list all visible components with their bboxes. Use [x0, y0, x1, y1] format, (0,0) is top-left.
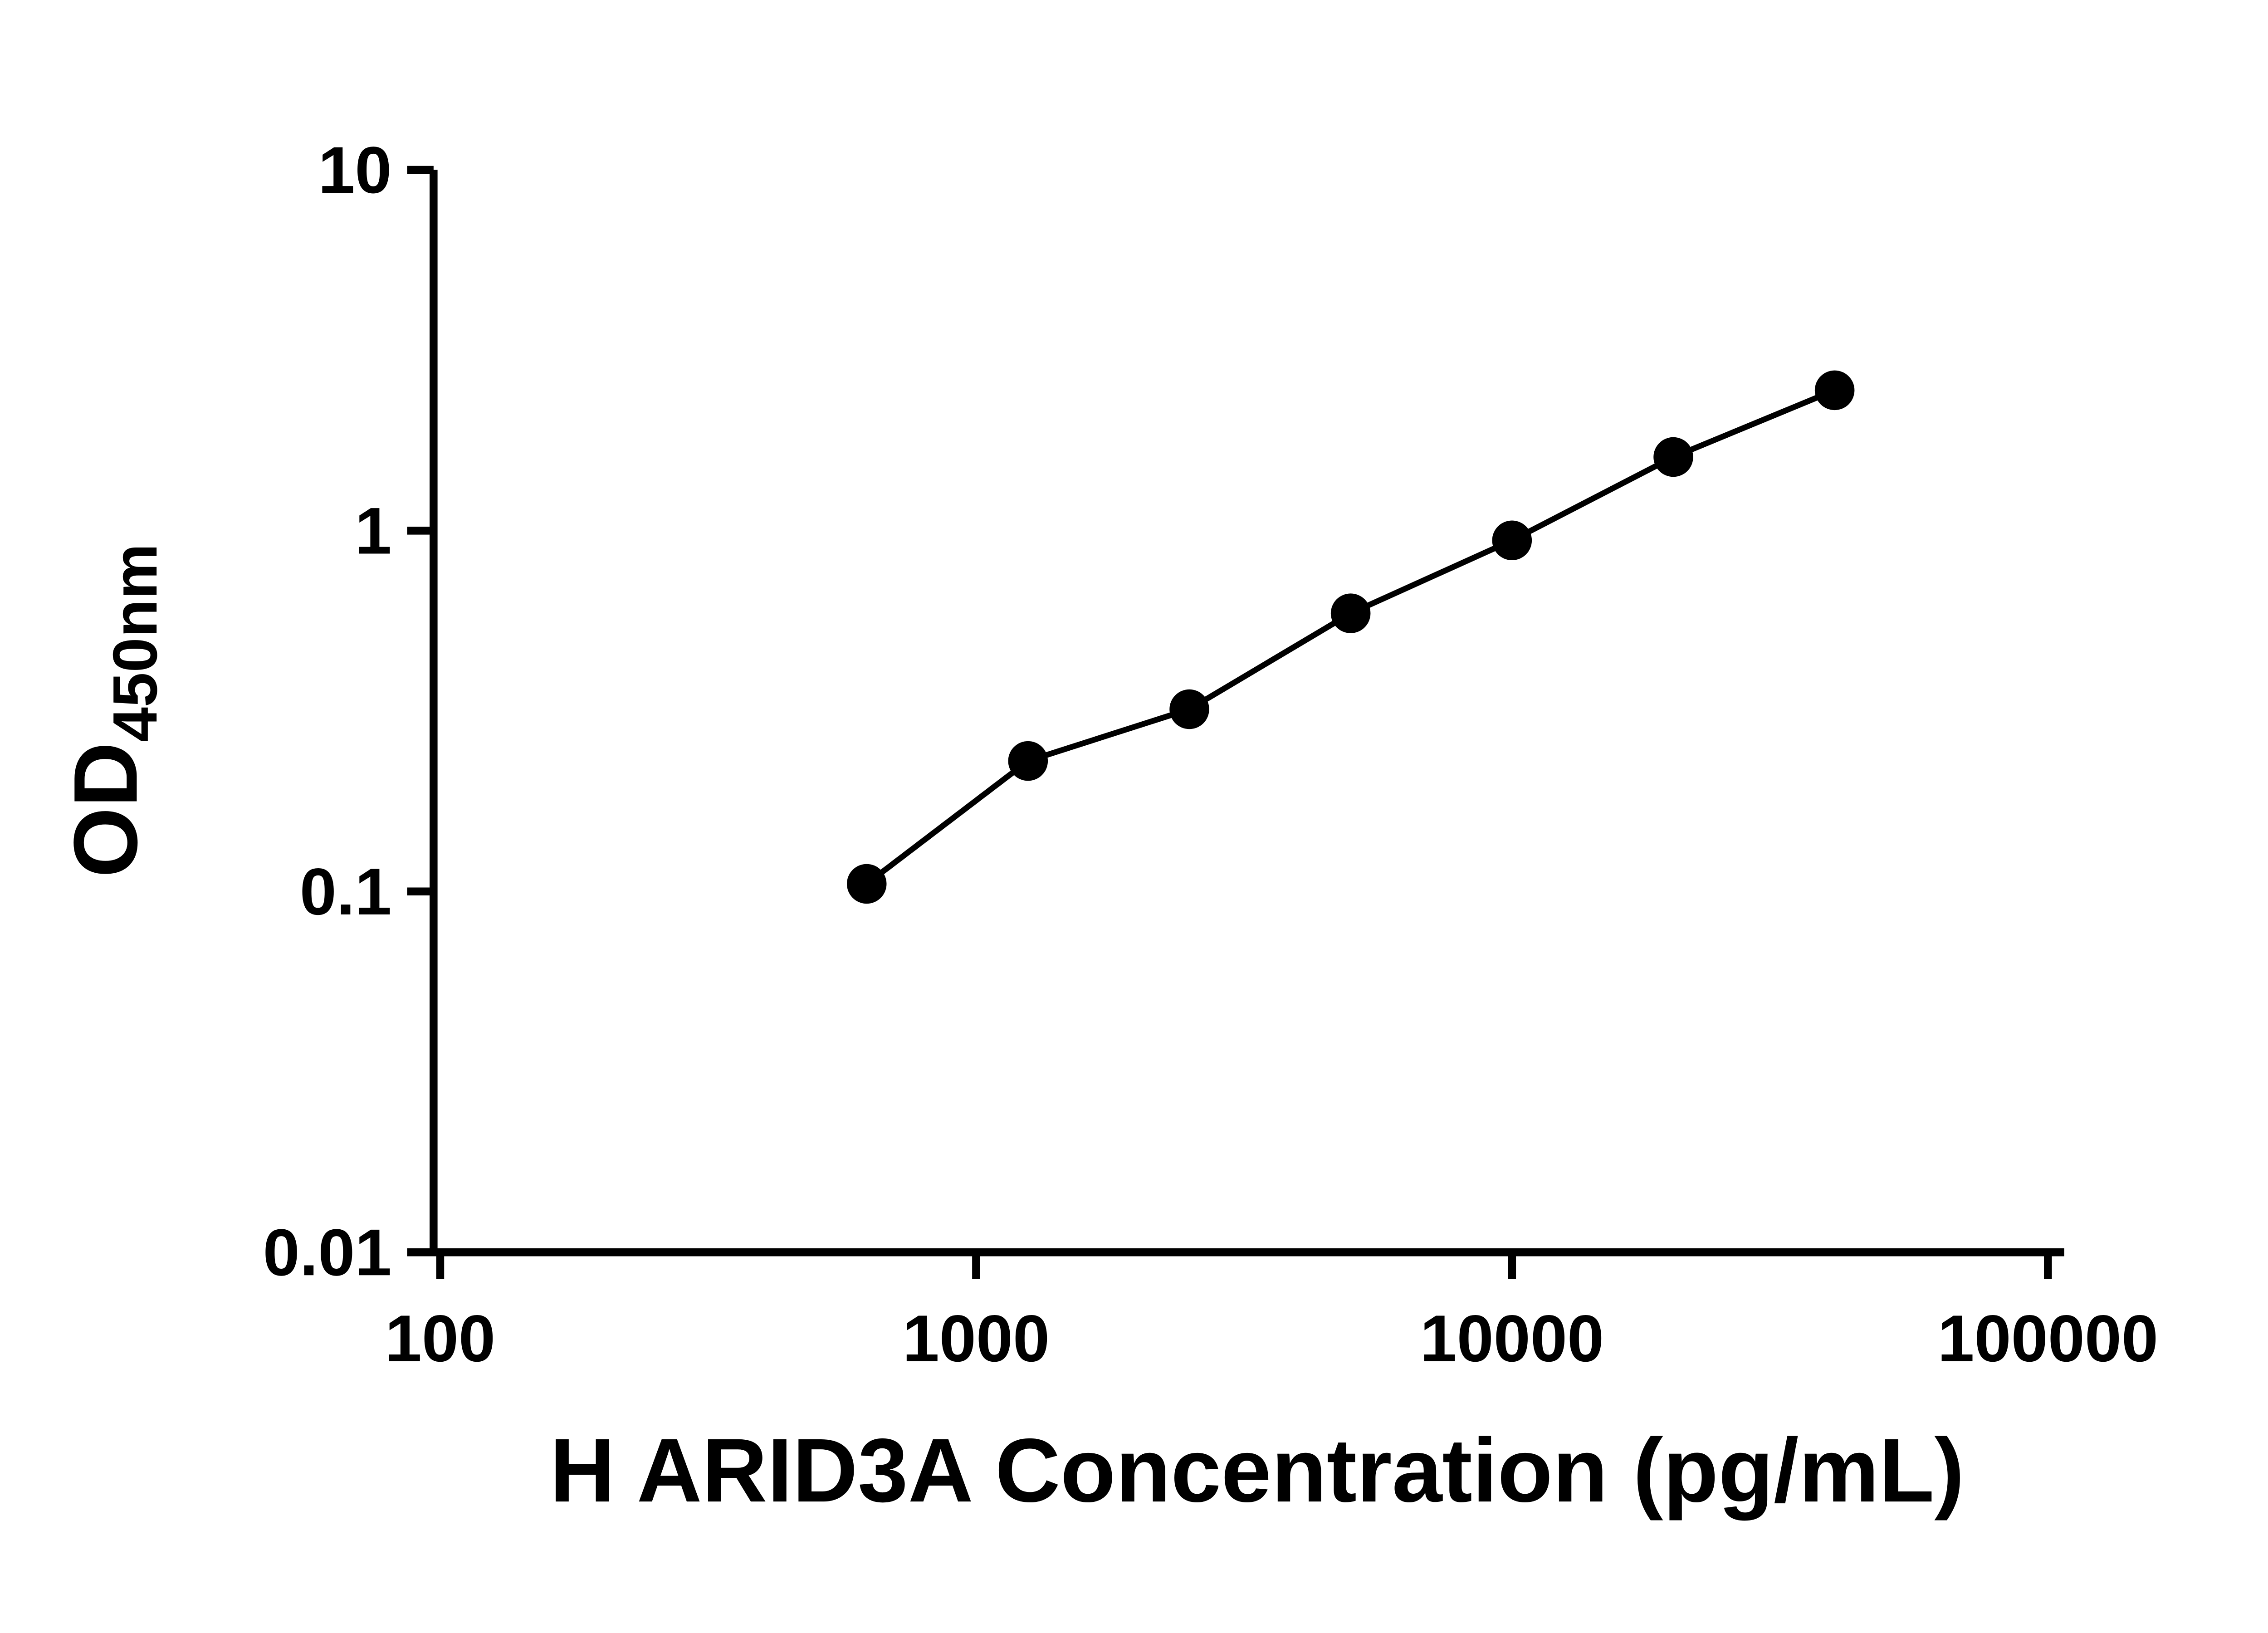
data-point — [1814, 370, 1855, 411]
y-tick-label: 10 — [318, 133, 391, 207]
x-tick-label: 1000 — [903, 1301, 1050, 1375]
data-point — [1330, 593, 1371, 633]
data-point — [846, 864, 887, 904]
y-axis-title-subscript: 450nm — [100, 543, 170, 742]
y-tick-label: 0.01 — [263, 1215, 392, 1289]
data-point — [1169, 689, 1209, 729]
x-tick-label: 100000 — [1937, 1301, 2158, 1375]
axis-spines — [430, 170, 2064, 1257]
y-axis-title: OD450nm — [55, 543, 170, 877]
plot-area: 100 1000 10000 100000 0.01 0.1 1 10 — [263, 133, 2158, 1375]
data-point — [1492, 520, 1532, 561]
data-point — [1008, 741, 1048, 781]
x-tick-label: 10000 — [1420, 1301, 1604, 1375]
y-tick-label: 1 — [355, 494, 391, 567]
data-point — [1653, 437, 1693, 477]
y-tick-label: 0.1 — [300, 855, 392, 929]
y-axis-title-base: OD — [55, 742, 156, 878]
x-tick-label: 100 — [385, 1301, 495, 1375]
x-axis-title: H ARID3A Concentration (pg/mL) — [550, 1420, 1965, 1521]
